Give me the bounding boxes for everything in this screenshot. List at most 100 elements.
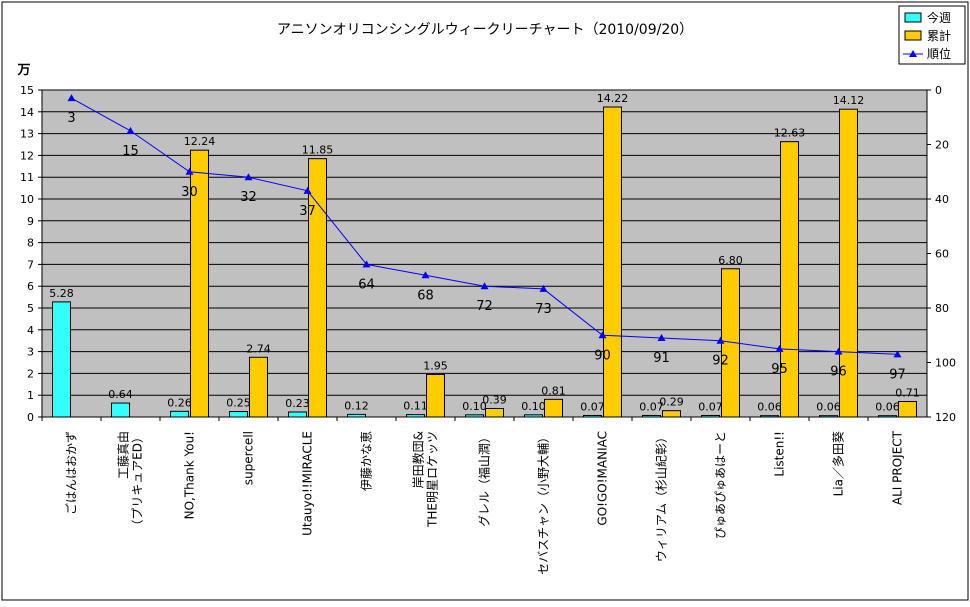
rank-marker: [834, 347, 843, 355]
rank-value-label: 3: [67, 111, 75, 126]
rank-value-label: 37: [299, 204, 316, 219]
legend-label: 順位: [927, 46, 951, 61]
y-tick-label: 8: [27, 237, 34, 250]
legend-label: 累計: [927, 28, 951, 43]
y2-tick-label: 40: [935, 193, 949, 206]
bar-cumulative: [544, 398, 563, 418]
x-category-label: ぴゅあぴゅあはーと: [714, 431, 728, 539]
bar-weekly: [170, 410, 189, 418]
bar-value-label: 0.64: [108, 388, 133, 401]
rank-value-label: 72: [476, 299, 493, 314]
rank-value-label: 91: [653, 351, 670, 366]
y-tick-label: 0: [27, 411, 34, 424]
y-tick-label: 3: [27, 346, 34, 359]
bar-value-label: 0.11: [403, 400, 428, 413]
bar-value-label: 14.22: [597, 92, 629, 105]
bar-value-label: 1.95: [423, 359, 448, 372]
bar-value-label: 0.12: [344, 399, 369, 412]
rank-marker: [126, 126, 135, 134]
x-category-label: 工藤真由: [117, 431, 131, 479]
rank-marker: [539, 284, 548, 292]
x-category-label: THE明星ロケッツ: [426, 431, 440, 528]
y2-tick-label: 120: [935, 411, 956, 424]
legend-swatch: [904, 30, 922, 41]
rank-marker: [775, 344, 784, 352]
rank-marker: [598, 331, 607, 339]
bar-cumulative: [249, 356, 268, 418]
legend-label: 今週: [927, 10, 951, 25]
x-category-label: Lia／多田葵: [832, 431, 846, 496]
bar-value-label: 0.71: [895, 387, 920, 400]
y2-tick-label: 20: [935, 139, 949, 152]
bar-cumulative: [662, 410, 681, 418]
rank-value-label: 15: [122, 144, 139, 159]
bar-value-label: 0.29: [659, 396, 684, 409]
bar-weekly: [52, 301, 71, 418]
rank-value-label: 95: [771, 362, 788, 377]
y2-tick-label: 80: [935, 302, 949, 315]
y-tick-label: 2: [27, 367, 34, 380]
rank-value-label: 73: [535, 302, 552, 317]
rank-marker: [480, 282, 489, 290]
y2-tick-label: 100: [935, 357, 956, 370]
bar-value-label: 2.74: [246, 342, 271, 355]
bar-value-label: 0.23: [285, 397, 310, 410]
rank-value-label: 90: [594, 348, 611, 363]
x-category-label: supercell: [242, 431, 256, 485]
bar-value-label: 12.63: [774, 127, 806, 140]
bar-value-label: 5.28: [49, 287, 74, 300]
bar-value-label: 0.07: [639, 400, 664, 413]
rank-marker: [893, 350, 902, 358]
y-tick-label: 1: [27, 389, 34, 402]
bar-value-label: 0.06: [816, 401, 841, 414]
x-category-label: グレル（福山潤）: [477, 431, 492, 527]
x-category-label: セバスチャン（小野大輔）: [537, 431, 551, 575]
y-tick-label: 13: [20, 128, 34, 141]
rank-value-label: 30: [181, 185, 198, 200]
plot-area: [42, 90, 927, 417]
bar-value-label: 0.07: [580, 400, 605, 413]
bar-value-label: 0.39: [482, 393, 507, 406]
rank-marker: [362, 260, 371, 268]
x-category-label: GO!GO!MANIAC: [596, 431, 610, 526]
y2-tick-label: 60: [935, 248, 949, 261]
bar-weekly: [111, 402, 130, 418]
rank-marker: [185, 167, 194, 175]
rank-line: [67, 94, 902, 358]
chart-title: アニソンオリコンシングルウィークリーチャート（2010/09/20）: [277, 22, 693, 38]
y-tick-label: 15: [20, 84, 34, 97]
bar-cumulative: [898, 401, 917, 418]
rank-marker: [421, 271, 430, 279]
bar-value-label: 14.12: [833, 94, 865, 107]
bars: [52, 106, 917, 418]
bar-weekly: [229, 411, 248, 418]
x-category-label: （プリキュアED）: [131, 431, 145, 532]
x-category-label: Utauyo!!MIRACLE: [301, 431, 315, 536]
y-tick-label: 10: [20, 193, 34, 206]
y-tick-label: 12: [20, 149, 34, 162]
bar-value-label: 0.81: [541, 384, 566, 397]
y-tick-label: 5: [27, 302, 34, 315]
y-tick-label: 7: [27, 258, 34, 271]
x-category-label: NO,Thank You!: [183, 431, 197, 519]
x-category-label: ごはんはおかず: [64, 431, 79, 515]
y-tick-label: 6: [27, 280, 34, 293]
bar-cumulative: [426, 373, 445, 418]
rank-value-label: 32: [240, 190, 257, 205]
bar-value-label: 6.80: [718, 254, 743, 267]
legend-swatch: [904, 12, 922, 23]
bar-value-label: 11.85: [302, 144, 334, 157]
y-tick-label: 14: [20, 106, 34, 119]
y-tick-label: 9: [27, 215, 34, 228]
rank-marker: [657, 333, 666, 341]
bar-value-label: 0.26: [167, 396, 192, 409]
rank-value-label: 68: [417, 288, 434, 303]
rank-value-label: 64: [358, 277, 375, 292]
rank-marker: [67, 94, 76, 102]
bar-value-label: 0.10: [462, 400, 487, 413]
bar-value-label: 0.06: [875, 401, 900, 414]
bar-value-label: 0.06: [757, 401, 782, 414]
